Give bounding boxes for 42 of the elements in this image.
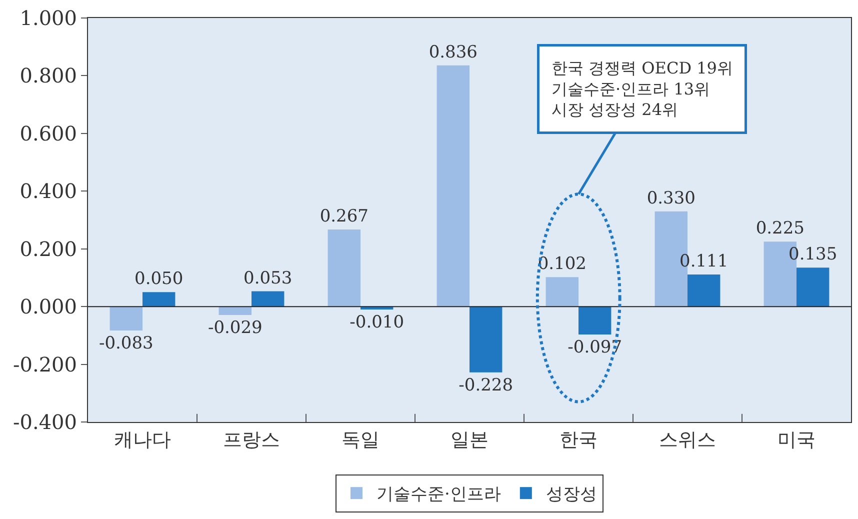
bar bbox=[110, 306, 142, 331]
x-tick-label: 한국 bbox=[560, 428, 598, 451]
bar bbox=[470, 306, 502, 372]
data-label: 0.267 bbox=[320, 206, 368, 227]
bar bbox=[218, 306, 252, 315]
legend-label: 성장성 bbox=[546, 484, 597, 505]
bar bbox=[546, 277, 578, 307]
data-label: 0.135 bbox=[788, 244, 838, 265]
data-label: 0.225 bbox=[756, 218, 804, 239]
y-tick-label: 1.000 bbox=[20, 6, 77, 30]
bar bbox=[328, 230, 360, 307]
y-tick-label: 0.200 bbox=[20, 236, 77, 261]
data-label: 0.050 bbox=[134, 269, 184, 290]
bar bbox=[436, 65, 470, 307]
y-tick-label: -0.400 bbox=[12, 410, 77, 434]
y-tick-label: 0.400 bbox=[20, 179, 77, 204]
x-tick-label: 프랑스 bbox=[223, 428, 280, 451]
y-tick-label: 0.800 bbox=[20, 64, 77, 88]
y-tick-label: -0.200 bbox=[12, 352, 77, 376]
bar bbox=[252, 291, 284, 307]
data-label: -0.029 bbox=[208, 318, 262, 338]
x-tick-label: 일본 bbox=[450, 428, 488, 451]
bar bbox=[142, 292, 176, 307]
data-label: -0.083 bbox=[98, 334, 154, 354]
x-tick-label: 독일 bbox=[342, 428, 380, 451]
data-label: -0.010 bbox=[350, 312, 404, 332]
data-label: 0.330 bbox=[646, 188, 696, 208]
bar bbox=[578, 306, 612, 335]
data-label: -0.097 bbox=[568, 338, 622, 358]
y-tick-label: 0.600 bbox=[20, 121, 77, 146]
annotation: 한국 경쟁력 OECD 19위 기술수준·인프라 13위 시장 성장성 24위 bbox=[552, 58, 733, 120]
data-label: -0.228 bbox=[458, 375, 514, 396]
x-tick-label: 캐나다 bbox=[114, 428, 171, 451]
x-tick-label: 미국 bbox=[778, 428, 816, 451]
bar bbox=[796, 268, 830, 307]
x-tick-label: 스위스 bbox=[659, 428, 716, 451]
data-label: 0.836 bbox=[428, 42, 478, 62]
data-label: 0.111 bbox=[680, 252, 728, 272]
bar bbox=[688, 274, 720, 307]
legend-label: 기술수준·인프라 bbox=[376, 484, 501, 505]
y-tick-label: 0.000 bbox=[20, 294, 77, 319]
data-label: 0.053 bbox=[244, 268, 292, 288]
